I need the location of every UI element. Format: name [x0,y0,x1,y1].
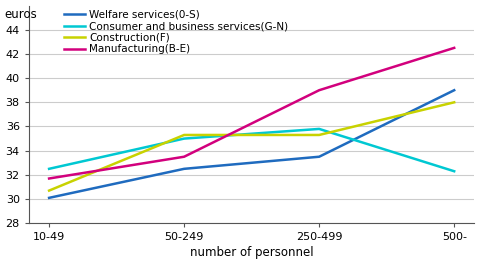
Text: euros: euros [5,8,37,21]
Construction(F) [316,133,322,136]
Welfare services(0-S) [46,196,52,200]
Manufacturing(B-E) [451,46,457,50]
Legend: Welfare services(0-S), Consumer and business services(G-N), Construction(F), Man: Welfare services(0-S), Consumer and busi… [60,6,292,59]
Line: Consumer and business services(G-N): Consumer and business services(G-N) [49,129,454,171]
Consumer and business services(G-N) [181,137,187,140]
Construction(F) [181,133,187,136]
Construction(F) [46,189,52,192]
Line: Welfare services(0-S): Welfare services(0-S) [49,90,454,198]
Manufacturing(B-E) [181,155,187,158]
Welfare services(0-S) [181,167,187,170]
Welfare services(0-S) [316,155,322,158]
Consumer and business services(G-N) [451,170,457,173]
X-axis label: number of personnel: number of personnel [190,246,313,259]
Consumer and business services(G-N) [46,167,52,170]
Consumer and business services(G-N) [316,127,322,130]
Manufacturing(B-E) [316,89,322,92]
Construction(F) [451,101,457,104]
Line: Manufacturing(B-E): Manufacturing(B-E) [49,48,454,179]
Manufacturing(B-E) [46,177,52,180]
Line: Construction(F): Construction(F) [49,102,454,191]
Welfare services(0-S) [451,89,457,92]
